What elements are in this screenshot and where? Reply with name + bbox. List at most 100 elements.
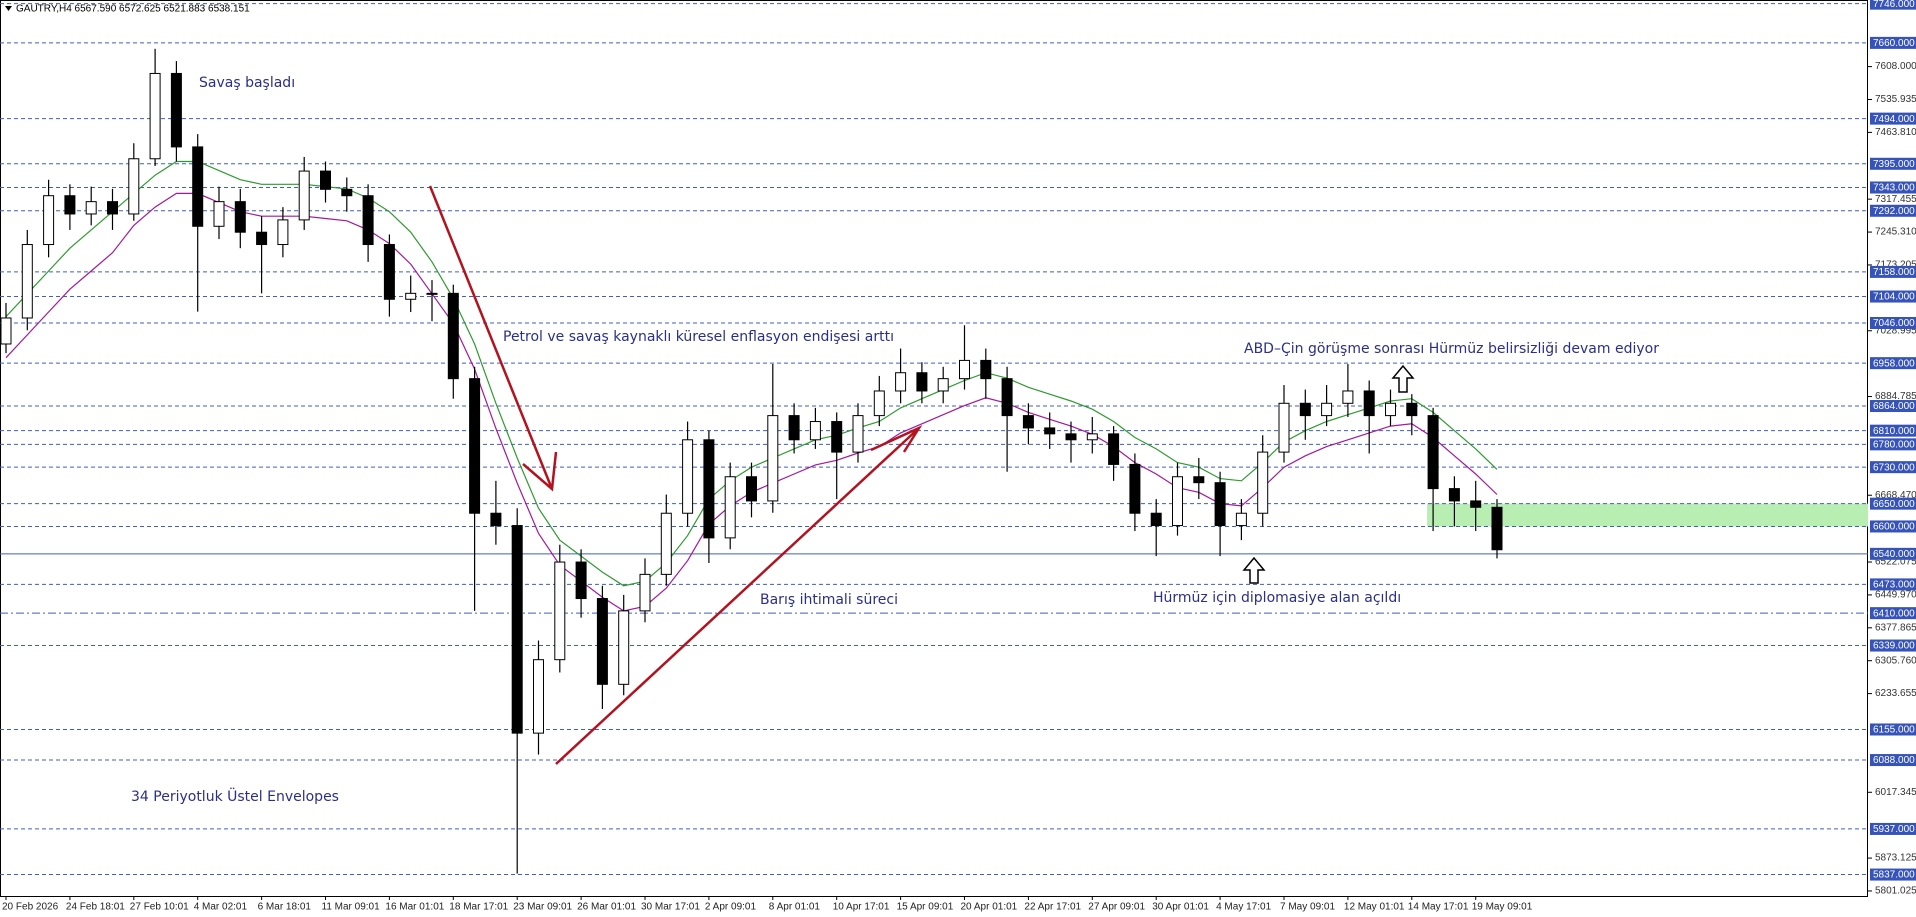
- up-arrow: [1242, 556, 1266, 584]
- level-label-box: [1870, 639, 1916, 652]
- x-tick-label: 6 Mar 18:01: [258, 902, 312, 913]
- candle-body: [1129, 463, 1141, 514]
- y-tick-label: 6668.470: [1875, 490, 1916, 501]
- candle-body: [1278, 402, 1290, 453]
- x-tick-label: 24 Feb 18:01: [66, 902, 125, 913]
- level-label: 6780.000: [1873, 439, 1915, 450]
- candle-body: [895, 372, 907, 392]
- level-label: 6600.000: [1873, 522, 1915, 533]
- level-label-box: [1870, 400, 1916, 413]
- candle-body: [618, 610, 630, 685]
- y-tick-label: 6017.345: [1875, 787, 1916, 798]
- candle-body: [107, 201, 118, 215]
- plot-frame: [0, 0, 1868, 897]
- level-label: 6088.000: [1873, 755, 1915, 766]
- x-tick-label: 20 Apr 01:01: [961, 902, 1018, 913]
- level-label-box: [1870, 316, 1916, 329]
- y-tick-label: 7535.935: [1875, 94, 1916, 105]
- y-tick-label: 6377.865: [1875, 622, 1916, 633]
- x-tick-label: 7 May 09:01: [1280, 902, 1335, 913]
- candle-body: [149, 72, 161, 160]
- candle-body: [298, 170, 310, 221]
- level-label-box: [1870, 822, 1916, 835]
- candle-body: [959, 359, 970, 380]
- candle-body: [1448, 488, 1460, 502]
- candle-body: [682, 439, 694, 514]
- level-label: 6730.000: [1873, 462, 1915, 473]
- candle-body: [64, 195, 76, 215]
- level-label: 6339.000: [1873, 641, 1915, 652]
- x-tick-label: 8 Apr 01:01: [769, 902, 821, 913]
- arrow-head: [870, 425, 923, 453]
- level-label: 6410.000: [1873, 608, 1915, 619]
- level-label: 7292.000: [1873, 206, 1915, 217]
- level-label-box: [1870, 357, 1916, 370]
- marks-layer: [0, 48, 1503, 874]
- candle-body: [320, 170, 331, 190]
- candle-body: [1385, 402, 1396, 417]
- candle-body: [256, 231, 268, 246]
- x-tick-label: 15 Apr 09:01: [897, 902, 954, 913]
- candle-body: [1172, 476, 1183, 527]
- candle-body: [703, 439, 715, 539]
- level-label-box: [1870, 438, 1916, 451]
- x-tick-label: 27 Feb 10:01: [130, 902, 189, 913]
- level-label: 6650.000: [1873, 499, 1915, 510]
- candle-body: [1086, 433, 1098, 441]
- candle-body: [1406, 402, 1418, 417]
- candle-body: [234, 201, 246, 233]
- level-label: 7494.000: [1873, 114, 1915, 125]
- annotation: Barış ihtimali süreci: [760, 592, 898, 608]
- candle-body: [554, 561, 566, 661]
- candle-body: [362, 195, 374, 246]
- candle-body: [1150, 512, 1162, 527]
- candle-body: [767, 415, 779, 502]
- candle-body: [916, 372, 928, 392]
- x-tick-label: 26 Mar 01:01: [577, 902, 636, 913]
- under-layer: [0, 3, 1868, 876]
- candle-body: [1214, 482, 1226, 527]
- level-label-box: [1870, 181, 1916, 194]
- x-tick-label: 19 May 09:01: [1472, 902, 1533, 913]
- level-label: 6810.000: [1873, 426, 1915, 437]
- level-label: 7158.000: [1873, 267, 1915, 278]
- level-label: 6155.000: [1873, 725, 1915, 736]
- candle-body: [1193, 476, 1205, 484]
- candle-body: [511, 525, 523, 734]
- candle-body: [1342, 390, 1354, 404]
- y-tick-label: 6522.075: [1875, 557, 1916, 568]
- y-tick-label: 6305.760: [1875, 655, 1916, 666]
- level-label: 6473.000: [1873, 580, 1915, 591]
- level-label-box: [1870, 547, 1916, 560]
- x-tick-label: 12 May 01:01: [1344, 902, 1405, 913]
- candle-body: [383, 244, 395, 300]
- y-tick-label: 6449.970: [1875, 590, 1916, 601]
- level-label-box: [1870, 723, 1916, 736]
- candle-body: [192, 146, 204, 227]
- candle-body: [724, 476, 736, 539]
- candle-body: [405, 292, 417, 300]
- y-tick-label: 7245.310: [1875, 227, 1916, 238]
- annotation: ABD–Çin görüşme sonrası Hürmüz belirsizl…: [1244, 341, 1659, 357]
- level-label-box: [1870, 497, 1916, 510]
- y-tick-label: 7028.995: [1875, 325, 1916, 336]
- y-tick-label: 5801.025: [1875, 886, 1916, 897]
- candle-body: [426, 292, 438, 295]
- candle-body: [277, 219, 289, 246]
- level-label-box: [1870, 754, 1916, 767]
- y-tick-label: 7463.810: [1875, 127, 1916, 138]
- menu-triangle: [5, 6, 12, 11]
- annotation: Petrol ve savaş kaynaklı küresel enflasy…: [503, 329, 894, 345]
- candle-body: [660, 512, 672, 575]
- trend-arrow: [555, 427, 920, 765]
- level-label: 7343.000: [1873, 183, 1915, 194]
- level-label: 7660.000: [1873, 38, 1915, 49]
- x-tick-label: 10 Apr 17:01: [833, 902, 890, 913]
- x-tick-label: 14 May 17:01: [1408, 902, 1469, 913]
- candle-body: [596, 598, 608, 685]
- candle-body: [852, 415, 864, 453]
- x-tick-label: 18 Mar 17:01: [449, 902, 508, 913]
- candle-body: [170, 72, 182, 148]
- level-label-box: [1870, 157, 1916, 170]
